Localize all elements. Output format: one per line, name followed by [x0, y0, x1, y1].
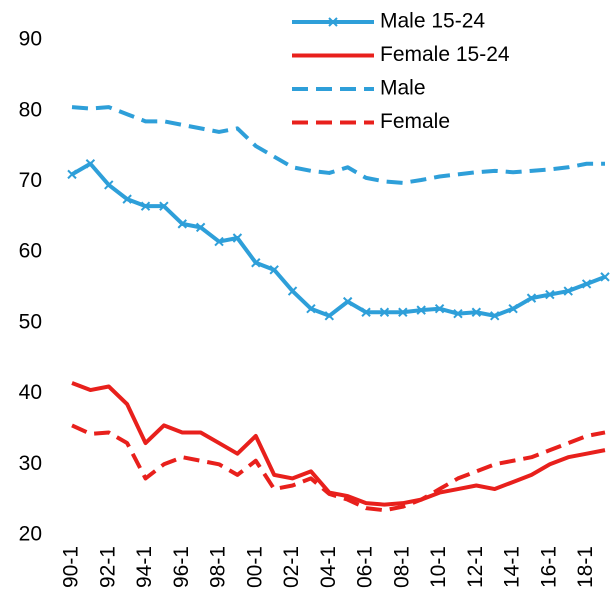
- point-marker: [195, 222, 206, 233]
- y-tick-label: 60: [19, 240, 42, 263]
- legend-label: Male 15-24: [380, 10, 485, 33]
- y-tick-label: 80: [19, 98, 42, 121]
- point-marker: [379, 307, 390, 317]
- point-marker: [526, 293, 537, 303]
- y-tick-label: 90: [19, 28, 42, 51]
- point-marker: [471, 307, 482, 317]
- point-marker: [214, 236, 224, 247]
- point-marker: [434, 304, 445, 314]
- y-tick-label: 50: [19, 310, 42, 333]
- point-marker: [306, 304, 316, 314]
- point-marker: [232, 233, 243, 243]
- y-tick-label: 40: [19, 381, 42, 404]
- legend-marker: [328, 17, 338, 27]
- x-tick-label: 96-1: [170, 546, 193, 588]
- point-marker: [581, 279, 592, 289]
- point-marker: [490, 311, 500, 321]
- x-tick-label: 18-1: [574, 546, 597, 588]
- x-tick-label: 92-1: [96, 546, 119, 588]
- point-marker: [545, 289, 555, 300]
- y-tick-label: 30: [19, 452, 42, 475]
- point-marker: [508, 304, 518, 314]
- series-line: [71, 105, 605, 185]
- x-tick-label: 00-1: [243, 546, 266, 588]
- point-marker: [85, 159, 96, 169]
- point-marker: [563, 286, 573, 296]
- legend-label: Female: [380, 110, 450, 133]
- point-marker: [287, 286, 298, 296]
- x-tick-label: 08-1: [390, 546, 413, 588]
- point-marker: [342, 296, 353, 307]
- point-marker: [453, 308, 463, 319]
- point-marker: [159, 201, 169, 211]
- point-marker: [398, 307, 408, 317]
- point-marker: [600, 272, 610, 282]
- y-tick-label: 20: [19, 523, 42, 546]
- point-marker: [122, 194, 132, 204]
- point-marker: [140, 201, 151, 211]
- point-marker: [361, 307, 371, 317]
- x-tick-label: 12-1: [464, 546, 487, 588]
- series-line: [71, 161, 606, 318]
- point-marker: [269, 265, 279, 275]
- x-tick-label: 16-1: [537, 546, 560, 588]
- x-tick-label: 02-1: [280, 546, 303, 588]
- y-tick-label: 70: [19, 169, 42, 192]
- point-marker: [67, 169, 77, 180]
- x-tick-label: 98-1: [207, 546, 230, 588]
- x-tick-label: 04-1: [317, 546, 340, 588]
- x-tick-label: 14-1: [501, 546, 524, 588]
- legend-label: Male: [380, 77, 426, 100]
- point-marker: [416, 305, 426, 315]
- point-marker: [324, 311, 335, 321]
- point-marker: [104, 180, 114, 190]
- x-tick-label: 90-1: [60, 546, 83, 588]
- x-tick-label: 94-1: [133, 546, 156, 588]
- point-marker: [177, 219, 187, 229]
- point-marker: [251, 258, 261, 268]
- x-tick-label: 06-1: [354, 546, 377, 588]
- legend-label: Female 15-24: [380, 43, 510, 66]
- series-line: [71, 381, 606, 507]
- x-tick-label: 10-1: [427, 546, 450, 588]
